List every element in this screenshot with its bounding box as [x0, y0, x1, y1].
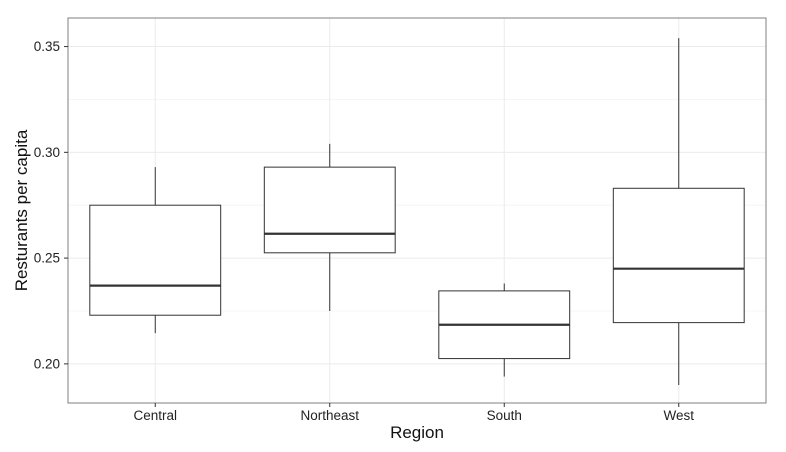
x-axis-title: Region	[390, 423, 444, 442]
box-group-northeast	[263, 143, 396, 311]
x-tick-label: Northeast	[300, 408, 359, 423]
axis-layer: 0.20 0.25 0.30 0.35 Central Northeast South Wes…	[34, 39, 695, 423]
x-tick-label: Central	[133, 408, 177, 423]
box-group-central	[89, 167, 222, 334]
box-iqr	[89, 204, 222, 316]
box-group-west	[612, 38, 745, 386]
y-axis-title: Resturants per capita	[12, 129, 31, 291]
box-iqr	[263, 166, 396, 254]
panel-border	[67, 17, 767, 404]
x-tick-label: West	[663, 408, 694, 423]
y-tick-label: 0.20	[34, 356, 60, 371]
y-tick-label: 0.30	[34, 145, 60, 160]
box-iqr	[612, 187, 745, 324]
box-layer	[89, 38, 745, 386]
box-group-south	[438, 283, 571, 377]
y-tick-label: 0.35	[34, 39, 60, 54]
y-tick-label: 0.25	[34, 251, 60, 266]
x-tick-label: South	[487, 408, 522, 423]
